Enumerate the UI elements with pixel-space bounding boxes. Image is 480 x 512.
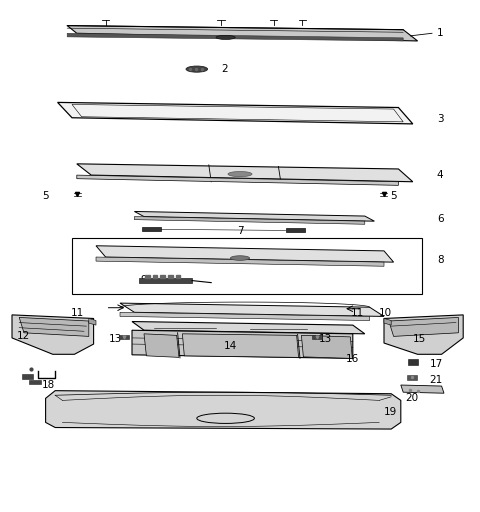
Polygon shape: [408, 359, 418, 365]
Polygon shape: [139, 278, 192, 283]
Polygon shape: [142, 227, 161, 231]
Text: 5: 5: [42, 190, 49, 201]
Text: 1: 1: [437, 28, 444, 38]
Polygon shape: [312, 335, 322, 339]
Polygon shape: [145, 275, 150, 278]
Polygon shape: [132, 330, 353, 358]
Polygon shape: [67, 33, 403, 41]
Text: 6: 6: [437, 214, 444, 224]
Ellipse shape: [186, 66, 208, 72]
Polygon shape: [182, 334, 299, 357]
Text: 19: 19: [384, 407, 397, 417]
Polygon shape: [168, 275, 173, 278]
Polygon shape: [67, 26, 418, 41]
Text: 11: 11: [71, 308, 84, 318]
Polygon shape: [132, 322, 365, 334]
Text: 4: 4: [437, 170, 444, 180]
Polygon shape: [384, 315, 463, 354]
Polygon shape: [19, 317, 89, 336]
Text: 14: 14: [224, 340, 237, 351]
Polygon shape: [12, 315, 94, 354]
Polygon shape: [286, 228, 305, 232]
Polygon shape: [77, 164, 413, 182]
Polygon shape: [134, 211, 374, 221]
Polygon shape: [58, 102, 413, 124]
Text: 17: 17: [430, 358, 443, 369]
Polygon shape: [160, 275, 165, 278]
Polygon shape: [407, 375, 417, 380]
Text: 13: 13: [109, 334, 122, 344]
Text: 18: 18: [41, 380, 55, 390]
Polygon shape: [134, 217, 365, 224]
Polygon shape: [401, 385, 444, 393]
Text: 7: 7: [237, 226, 243, 237]
Ellipse shape: [216, 35, 235, 39]
Polygon shape: [22, 374, 33, 379]
Polygon shape: [120, 303, 384, 316]
Polygon shape: [89, 318, 96, 325]
Text: 5: 5: [390, 190, 397, 201]
Text: 12: 12: [17, 331, 30, 342]
Text: 20: 20: [406, 393, 419, 403]
Text: 8: 8: [437, 255, 444, 265]
Ellipse shape: [228, 172, 252, 177]
Polygon shape: [389, 317, 458, 336]
Polygon shape: [120, 312, 370, 321]
Text: 13: 13: [319, 334, 333, 344]
Ellipse shape: [230, 256, 250, 260]
Text: 11: 11: [350, 308, 364, 318]
Polygon shape: [72, 104, 403, 122]
Polygon shape: [96, 246, 394, 262]
Polygon shape: [153, 275, 157, 278]
Polygon shape: [301, 335, 352, 358]
Polygon shape: [29, 380, 41, 384]
Polygon shape: [119, 335, 129, 339]
Text: 3: 3: [437, 114, 444, 124]
Text: 16: 16: [346, 354, 359, 365]
Polygon shape: [77, 175, 398, 185]
Polygon shape: [46, 391, 401, 429]
Bar: [72, 238, 422, 294]
Polygon shape: [176, 275, 180, 278]
Text: 15: 15: [413, 334, 426, 344]
Text: 2: 2: [221, 64, 228, 74]
Polygon shape: [144, 334, 179, 357]
Text: 9: 9: [141, 275, 147, 285]
Text: 10: 10: [379, 308, 392, 318]
Polygon shape: [96, 257, 384, 266]
Text: 21: 21: [430, 375, 443, 385]
Polygon shape: [384, 318, 391, 325]
